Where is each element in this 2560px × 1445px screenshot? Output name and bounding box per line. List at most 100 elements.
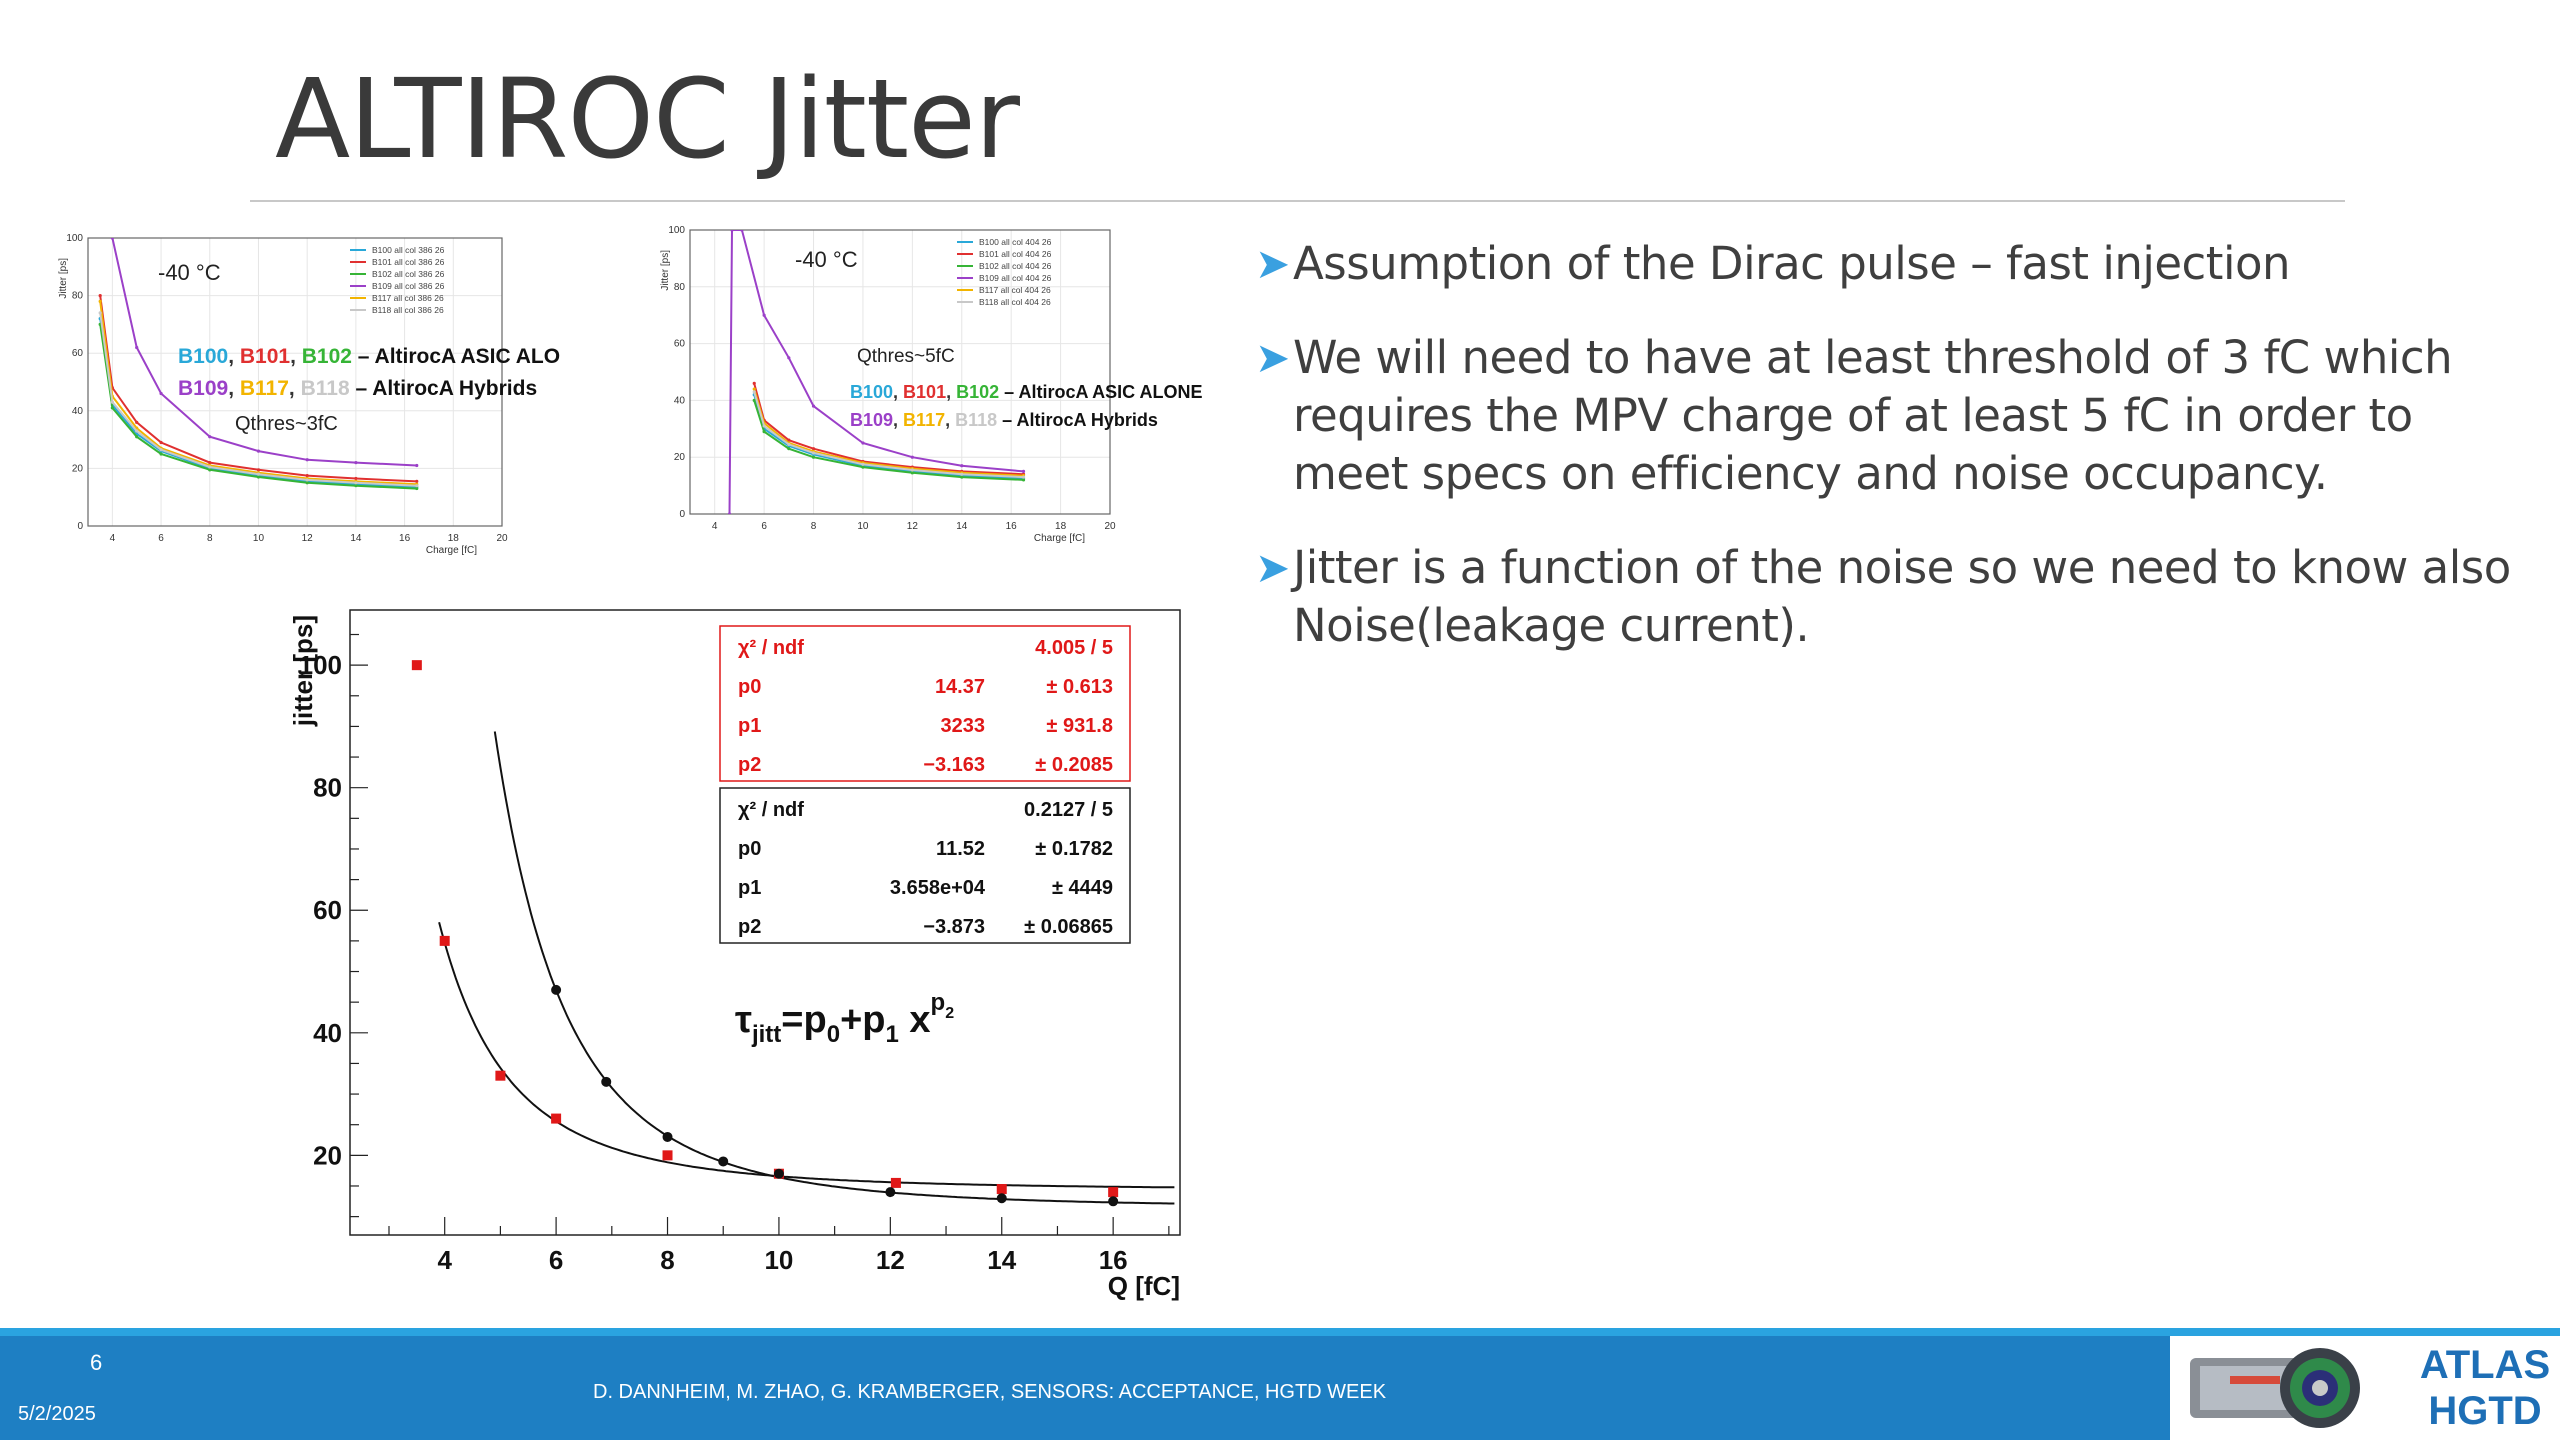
- stat-label: p1: [738, 715, 761, 737]
- y-tick-label: 0: [77, 521, 83, 532]
- formula-part: 2: [945, 1005, 954, 1022]
- y-tick-label: 0: [679, 509, 685, 520]
- page-number: 6: [90, 1350, 103, 1375]
- annotation-part: B102: [302, 345, 352, 368]
- asic-annotation: B100, B101, B102 – AltirocA ASIC ALO: [178, 345, 560, 368]
- annotation-part: ,: [289, 377, 301, 400]
- legend-label: B100 all col 404 26: [979, 237, 1052, 247]
- annotation-part: ,: [290, 345, 302, 368]
- legend-label: B117 all col 386 26: [372, 293, 444, 303]
- legend-label: B109 all col 386 26: [372, 281, 445, 291]
- footer-date: 5/2/2025: [18, 1403, 96, 1425]
- data-point: [752, 387, 756, 391]
- data-point-red: [996, 1184, 1007, 1195]
- footer-authors: D. DANNHEIM, M. ZHAO, G. KRAMBERGER, SEN…: [593, 1381, 1387, 1403]
- data-point: [1021, 475, 1026, 479]
- y-tick-label: 60: [72, 348, 84, 359]
- data-point-red: [495, 1070, 506, 1081]
- series-line: [753, 391, 1024, 479]
- y-tick-label: 100: [668, 225, 685, 236]
- data-point-black: [662, 1131, 673, 1142]
- title-divider: [250, 200, 2345, 202]
- x-tick-label: 14: [956, 521, 968, 532]
- data-point: [256, 475, 261, 479]
- logo-text: ATLAS HGTD: [2410, 1342, 2560, 1434]
- stat-value: −3.873: [923, 916, 985, 938]
- data-point: [415, 486, 419, 491]
- data-point-red: [551, 1113, 562, 1124]
- series-line: [728, 230, 1024, 514]
- x-tick-label: 16: [1099, 1245, 1128, 1275]
- data-point: [98, 294, 102, 298]
- series-line: [753, 383, 1024, 476]
- annotation-part: – AltirocA ASIC ALONE: [999, 382, 1202, 402]
- stat-label: p1: [738, 877, 761, 899]
- x-tick-label: 4: [712, 521, 718, 532]
- data-point-black: [551, 984, 562, 995]
- data-point: [208, 468, 212, 472]
- data-point: [208, 465, 212, 469]
- annotation-part: B100: [850, 382, 893, 402]
- plot-frame: [87, 237, 503, 527]
- data-point-red: [662, 1150, 673, 1161]
- x-tick-label: 8: [811, 521, 817, 532]
- data-point: [135, 420, 139, 424]
- x-axis-label: Q [fC]: [1108, 1271, 1180, 1301]
- annotation-part: ,: [893, 410, 903, 430]
- data-point: [740, 230, 744, 232]
- y-axis-label: Jitter [ps]: [58, 258, 69, 299]
- y-tick-label: 100: [299, 650, 342, 680]
- data-point: [752, 381, 756, 385]
- formula-part: +p: [840, 999, 885, 1041]
- annotation-part: ,: [228, 377, 240, 400]
- annotation-part: B101: [903, 382, 946, 402]
- stat-value: 0.2127 / 5: [1024, 799, 1113, 821]
- series-line: [753, 388, 1024, 477]
- data-point: [787, 356, 791, 360]
- data-point: [415, 479, 419, 483]
- data-point: [256, 468, 261, 472]
- annotation-part: – AltirocA Hybrids: [997, 410, 1158, 430]
- data-point: [305, 458, 309, 462]
- legend-label: B117 all col 404 26: [979, 285, 1051, 295]
- data-point: [1021, 478, 1026, 482]
- stat-error: ± 4449: [1052, 877, 1113, 899]
- data-point: [354, 476, 358, 481]
- fit-curve: [438, 922, 1175, 1189]
- annotation-part: B109: [850, 410, 893, 430]
- fit-stats-box: [719, 625, 1131, 782]
- stat-error: ± 0.2085: [1035, 754, 1113, 776]
- annotation-part: B117: [903, 410, 945, 430]
- data-point: [861, 441, 865, 445]
- bullet-text: Assumption of the Dirac pulse – fast inj…: [1293, 237, 2291, 290]
- data-point: [135, 345, 139, 350]
- fit-stats-box: [719, 787, 1131, 944]
- logo-text-atlas: ATLAS: [2419, 1343, 2551, 1387]
- annotation-part: – AltirocA Hybrids: [350, 377, 537, 400]
- x-tick-label: 4: [437, 1245, 452, 1275]
- y-tick-label: 40: [674, 395, 686, 406]
- legend-label: B109 all col 404 26: [979, 273, 1052, 283]
- stat-label: p0: [738, 838, 761, 860]
- stat-value: 4.005 / 5: [1035, 637, 1113, 659]
- x-tick-label: 4: [110, 533, 116, 544]
- atlas-hgtd-logo: [2170, 1336, 2560, 1440]
- data-point: [730, 230, 734, 232]
- stat-value: 3.658e+04: [890, 877, 986, 899]
- y-tick-label: 100: [66, 233, 83, 244]
- stat-label: χ² / ndf: [738, 799, 804, 821]
- x-tick-label: 6: [761, 521, 767, 532]
- y-tick-label: 60: [313, 895, 342, 925]
- annotation-part: ,: [946, 382, 956, 402]
- data-point-black: [718, 1156, 729, 1167]
- data-point: [135, 435, 139, 439]
- x-tick-label: 10: [253, 533, 265, 544]
- data-point-red: [439, 935, 450, 946]
- stat-label: p0: [738, 676, 761, 698]
- asic-annotation: B100, B101, B102 – AltirocA ASIC ALONE: [850, 382, 1202, 402]
- legend-label: B100 all col 386 26: [372, 245, 445, 255]
- x-tick-label: 18: [448, 533, 460, 544]
- data-point: [159, 440, 163, 445]
- stat-value: −3.163: [923, 754, 985, 776]
- plot-frame: [689, 229, 1111, 515]
